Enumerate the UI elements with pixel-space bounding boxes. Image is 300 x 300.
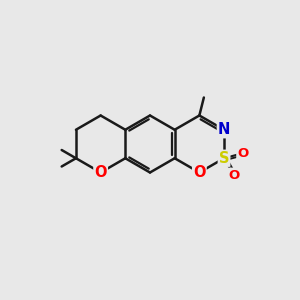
Text: S: S bbox=[219, 151, 229, 166]
Text: O: O bbox=[237, 147, 248, 160]
Text: N: N bbox=[218, 122, 230, 137]
Text: O: O bbox=[94, 165, 107, 180]
Text: O: O bbox=[228, 169, 239, 182]
Text: O: O bbox=[193, 165, 206, 180]
